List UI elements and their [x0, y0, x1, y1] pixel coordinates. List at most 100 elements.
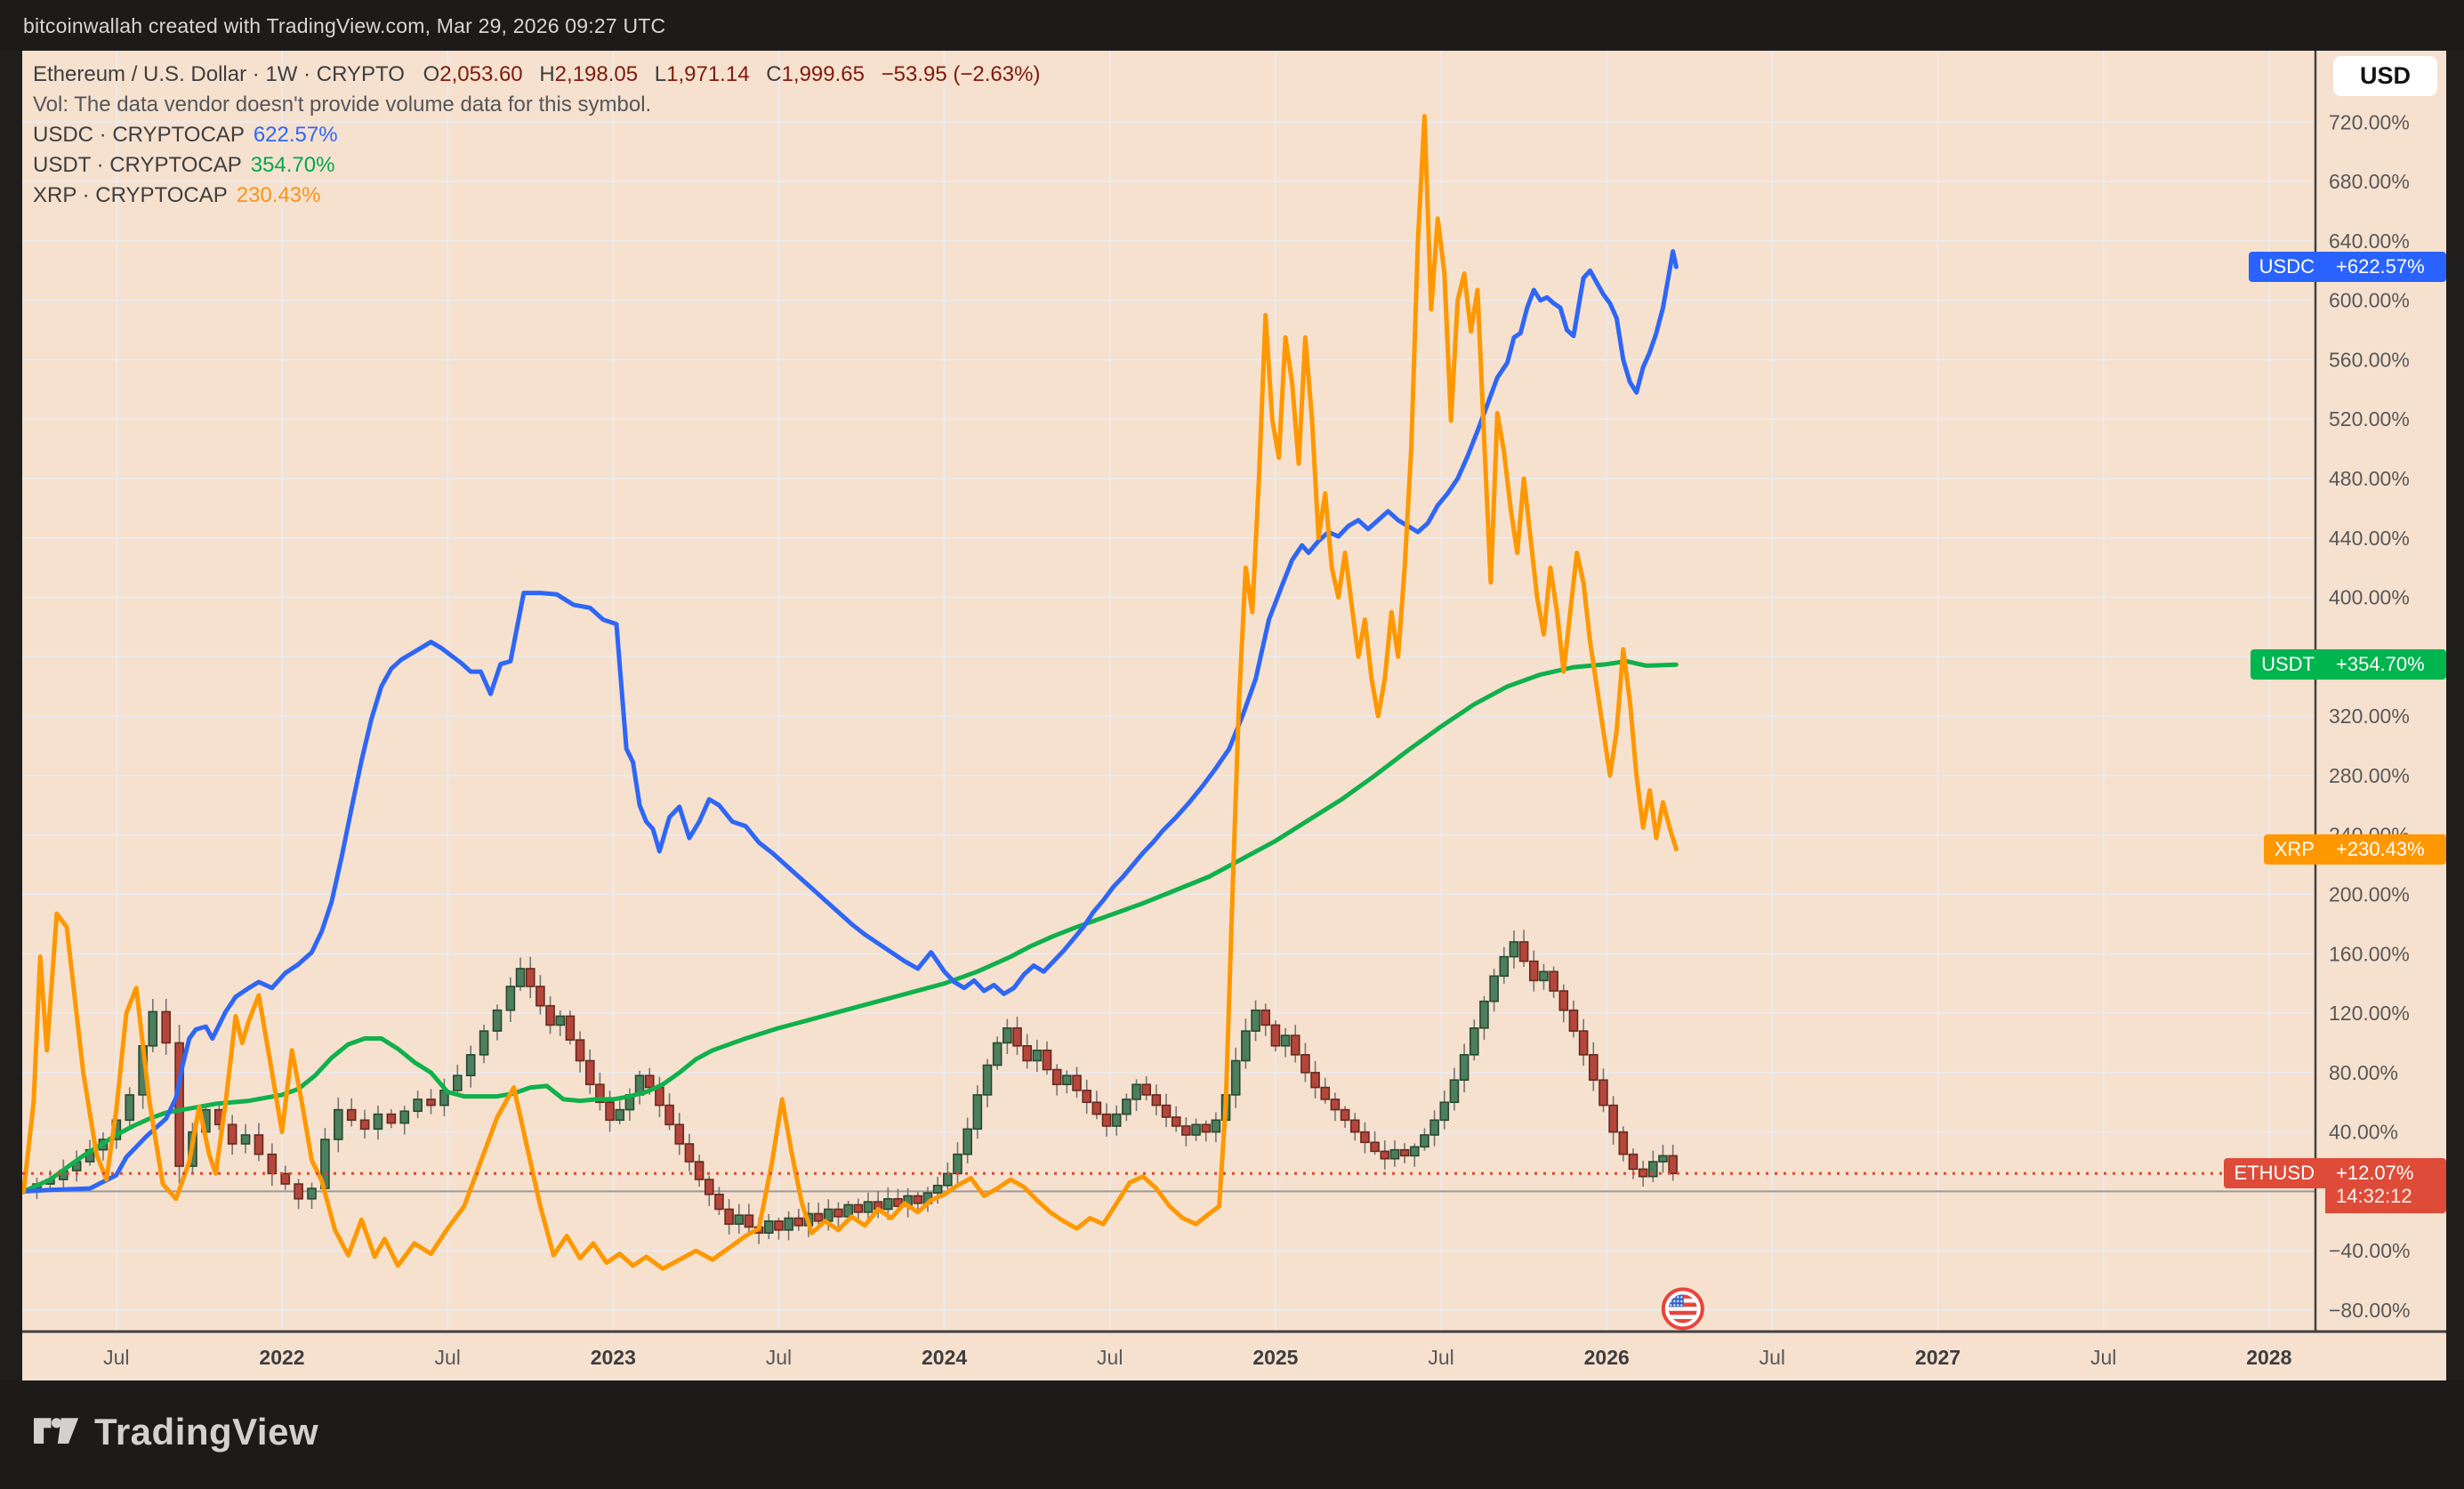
- flag-star: [1677, 1296, 1679, 1299]
- flag-star: [1677, 1304, 1679, 1307]
- candle-down: [655, 1086, 664, 1107]
- price-tick-label: 160.00%: [2329, 942, 2410, 965]
- candle-down: [1151, 1094, 1162, 1107]
- candle-down: [1330, 1099, 1341, 1111]
- candle-up: [734, 1214, 745, 1225]
- time-tick-label: Jul: [766, 1346, 792, 1369]
- time-tick-label: Jul: [1428, 1346, 1453, 1369]
- legend: Ethereum / U.S. Dollar · 1W · CRYPTO O2,…: [33, 60, 1040, 211]
- price-scale[interactable]: 720.00% 680.00% 640.00% 600.00% 560.00% 520.0…: [2315, 51, 2446, 1332]
- candle-down: [793, 1217, 804, 1227]
- candle-down: [694, 1161, 705, 1180]
- candle-up: [953, 1153, 962, 1175]
- candle-down: [1628, 1153, 1639, 1171]
- candle-down: [714, 1193, 724, 1211]
- candle-up: [1469, 1026, 1479, 1056]
- candle-up: [1479, 1000, 1489, 1029]
- candle-down: [1618, 1131, 1629, 1155]
- candle-down: [1091, 1101, 1102, 1115]
- candle-down: [1668, 1155, 1678, 1175]
- candle-up: [883, 1197, 893, 1211]
- candle-down: [525, 968, 535, 987]
- candle-down: [744, 1214, 754, 1228]
- price-tick-label: 240.00%: [2329, 824, 2410, 847]
- symbol-title: Ethereum / U.S. Dollar · 1W · CRYPTO: [33, 62, 405, 86]
- candle-up: [1131, 1083, 1141, 1100]
- chart-panel: 720.00% 680.00% 640.00% 600.00% 560.00% 520.0…: [22, 51, 2446, 1380]
- candle-down: [684, 1143, 695, 1163]
- candle-down: [664, 1104, 674, 1126]
- candle-up: [1062, 1074, 1072, 1086]
- candle-up: [982, 1064, 993, 1096]
- time-tick-label: 2028: [2246, 1346, 2291, 1369]
- candle-down: [545, 1004, 555, 1026]
- candle-up: [1230, 1059, 1241, 1096]
- candle-down: [294, 1183, 303, 1200]
- time-tick-label: Jul: [1759, 1346, 1785, 1369]
- candle-down: [575, 1039, 585, 1062]
- price-tick-label: 320.00%: [2329, 704, 2410, 728]
- candle-down: [359, 1119, 370, 1131]
- candle-up: [1439, 1101, 1450, 1122]
- compare-symbol: USDT · CRYPTOCAP: [33, 153, 242, 177]
- candle-up: [1122, 1099, 1131, 1115]
- price-tick-label: 280.00%: [2329, 764, 2410, 787]
- tradingview-logo-text[interactable]: TradingView: [94, 1411, 319, 1453]
- candle-up: [1459, 1054, 1470, 1082]
- candle-up: [465, 1054, 476, 1076]
- candle-up: [479, 1030, 489, 1056]
- candle-up: [863, 1201, 874, 1213]
- candle-down: [1340, 1108, 1350, 1122]
- flag-star: [1673, 1304, 1676, 1307]
- candle-down: [853, 1203, 864, 1213]
- low-label: L: [654, 62, 667, 86]
- compare-row-xrp[interactable]: XRP · CRYPTOCAP 230.43%: [33, 181, 1040, 211]
- time-tick-label: 2025: [1252, 1346, 1298, 1369]
- candle-down: [1608, 1104, 1618, 1133]
- candle-up: [555, 1015, 566, 1026]
- price-tick-label: 400.00%: [2329, 586, 2410, 609]
- candle-down: [1012, 1026, 1022, 1047]
- candle-down: [174, 1042, 184, 1167]
- close-label: C: [766, 62, 782, 86]
- candle-up: [932, 1184, 943, 1194]
- candle-up: [962, 1128, 972, 1155]
- candle-down: [704, 1179, 714, 1195]
- candle-down: [1201, 1123, 1212, 1133]
- attribution-text: bitcoinwallah created with TradingView.c…: [23, 14, 666, 37]
- candle-up: [992, 1042, 1003, 1066]
- time-scale-hit-area[interactable]: [22, 1332, 2446, 1380]
- us-flag-marker-icon[interactable]: [1661, 1287, 1704, 1331]
- usdc-compare-line: [22, 249, 1679, 1194]
- flag-stripe: [1668, 1310, 1697, 1316]
- symbol-ohlc-row[interactable]: Ethereum / U.S. Dollar · 1W · CRYPTO O2,…: [33, 60, 1040, 90]
- open-label: O: [423, 62, 440, 86]
- candle-down: [1300, 1054, 1310, 1074]
- candle-up: [413, 1099, 423, 1113]
- candle-up: [307, 1187, 317, 1200]
- candle-up: [1003, 1026, 1012, 1044]
- candle-down: [1598, 1079, 1608, 1107]
- candle-up: [763, 1220, 774, 1234]
- flag-star: [1680, 1304, 1683, 1307]
- time-tick-label: Jul: [2090, 1346, 2116, 1369]
- candle-down: [1181, 1125, 1191, 1136]
- price-chart[interactable]: 720.00% 680.00% 640.00% 600.00% 560.00% 520.0…: [22, 51, 2446, 1380]
- footer: TradingView: [0, 1380, 2464, 1489]
- candle-down: [774, 1220, 784, 1231]
- candle-down: [1589, 1054, 1598, 1082]
- time-tick-label: Jul: [1097, 1346, 1123, 1369]
- candle-down: [1549, 970, 1558, 992]
- compare-row-usdt[interactable]: USDT · CRYPTOCAP 354.70%: [33, 150, 1040, 181]
- time-scale[interactable]: Jul 2022 Jul 2023 Jul 2024 Jul 2025 Jul 2026 Jul 20…: [22, 1332, 2446, 1380]
- candle-down: [1072, 1074, 1082, 1091]
- candle-up: [1409, 1146, 1420, 1157]
- candle-up: [615, 1108, 625, 1122]
- candle-up: [505, 986, 516, 1011]
- currency-toggle-button[interactable]: USD: [2332, 56, 2437, 96]
- compare-row-usdc[interactable]: USDC · CRYPTOCAP 622.57%: [33, 120, 1040, 150]
- compare-value: 230.43%: [236, 183, 321, 207]
- candle-up: [1420, 1134, 1429, 1148]
- candle-up: [1429, 1119, 1439, 1136]
- candle-down: [674, 1123, 685, 1145]
